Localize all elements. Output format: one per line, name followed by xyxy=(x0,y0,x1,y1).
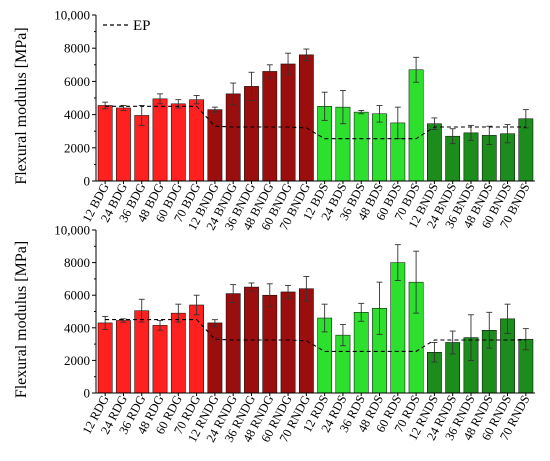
bar-36-bds xyxy=(353,111,369,182)
error-bar-48-rnds xyxy=(486,311,493,349)
error-bar-12-bdg xyxy=(102,101,109,110)
bar-70-bndg xyxy=(298,54,314,182)
bar-48-rdg xyxy=(152,325,168,394)
error-bar-48-rds xyxy=(376,281,383,335)
bar-60-rds xyxy=(390,262,406,394)
error-bar-12-bndg xyxy=(211,106,218,113)
bar-48-bdg xyxy=(152,98,168,182)
bar-36-rdg xyxy=(134,310,150,394)
error-bar-48-rndg xyxy=(266,283,273,308)
bar-12-bndg xyxy=(207,109,223,182)
error-bar-60-rndg xyxy=(285,284,292,299)
y-axis-label: Flexural modulus [MPa] xyxy=(13,27,30,184)
bar-60-bndg xyxy=(280,63,296,182)
error-bar-36-bds xyxy=(358,109,365,115)
y-tick-label: 6000 xyxy=(64,74,90,89)
bar-60-bdg xyxy=(170,103,186,182)
error-bar-70-bndg xyxy=(303,48,310,62)
bar-12-bdg xyxy=(97,105,113,182)
error-bar-36-bndg xyxy=(248,71,255,101)
legend-ep-label: EP xyxy=(133,18,151,34)
error-bar-70-bnds xyxy=(522,109,529,129)
error-bar-70-rnds xyxy=(522,328,529,351)
error-bar-12-rnds xyxy=(431,342,438,363)
error-bar-70-bdg xyxy=(193,95,200,105)
bar-24-rndg xyxy=(225,293,241,394)
bar-12-rndg xyxy=(207,322,223,394)
bar-12-bnds xyxy=(427,123,442,182)
error-bar-12-rdg xyxy=(102,315,109,330)
error-bar-60-rnds xyxy=(504,303,511,334)
error-bar-60-bndg xyxy=(285,52,292,76)
error-bar-24-bds xyxy=(339,90,346,125)
error-bar-70-rdg xyxy=(193,294,200,316)
error-bar-70-rds xyxy=(413,250,420,314)
bar-12-rdg xyxy=(97,322,113,394)
error-bar-48-bndg xyxy=(266,64,273,79)
error-bar-48-bnds xyxy=(486,125,493,145)
error-bar-36-bnds xyxy=(467,124,474,141)
error-bar-12-rndg xyxy=(211,319,218,327)
error-bar-36-rds xyxy=(358,302,365,322)
error-bar-24-rnds xyxy=(449,330,456,355)
error-bar-36-rndg xyxy=(248,282,255,292)
bar-48-bds xyxy=(372,113,387,182)
y-tick-label: 8000 xyxy=(64,41,90,56)
bar-48-bndg xyxy=(262,71,278,182)
error-bar-12-bds xyxy=(321,91,328,121)
error-bar-70-bds xyxy=(413,56,420,83)
error-bar-48-bdg xyxy=(157,93,164,105)
error-bar-24-bnds xyxy=(449,128,456,145)
legend: EP xyxy=(103,18,151,34)
error-bar-12-rds xyxy=(321,303,328,333)
y-tick-label: 0 xyxy=(84,174,91,189)
error-bar-24-rdg xyxy=(120,318,127,323)
y-tick-label: 4000 xyxy=(64,320,90,335)
y-tick-label: 6000 xyxy=(64,288,90,303)
error-bar-24-rds xyxy=(339,324,346,347)
ep-reference-line xyxy=(105,105,526,140)
ep-reference-line xyxy=(105,319,526,352)
y-axis-label: Flexural modulus [MPa] xyxy=(13,241,30,398)
error-bar-70-rndg xyxy=(303,276,310,302)
bar-24-rdg xyxy=(116,320,131,394)
error-bar-60-rds xyxy=(394,244,401,281)
y-tick-label: 4000 xyxy=(64,107,90,122)
bar-36-rds xyxy=(353,312,369,394)
bar-60-rndg xyxy=(280,291,296,394)
y-tick-label: 10,000 xyxy=(54,8,90,23)
bar-24-bndg xyxy=(225,93,241,182)
y-tick-label: 2000 xyxy=(64,353,90,368)
bar-60-rdg xyxy=(170,312,186,394)
y-tick-label: 8000 xyxy=(64,255,90,270)
error-bar-48-rdg xyxy=(157,320,164,331)
bar-70-bds xyxy=(408,69,424,182)
error-bar-24-bdg xyxy=(120,105,127,111)
bar-24-bdg xyxy=(116,107,131,182)
error-bar-36-bdg xyxy=(138,105,145,126)
error-bar-24-rndg xyxy=(230,284,237,303)
error-bar-60-bnds xyxy=(504,124,511,144)
error-bar-36-rdg xyxy=(138,298,145,323)
error-bar-36-rnds xyxy=(467,314,474,361)
bar-70-rdg xyxy=(189,304,204,394)
y-tick-label: 2000 xyxy=(64,140,90,155)
error-bar-48-bds xyxy=(376,105,383,123)
y-tick-label: 0 xyxy=(84,386,91,401)
y-tick-label: 10,000 xyxy=(54,223,90,238)
error-bar-24-bndg xyxy=(230,82,237,106)
bar-48-rndg xyxy=(262,294,278,394)
